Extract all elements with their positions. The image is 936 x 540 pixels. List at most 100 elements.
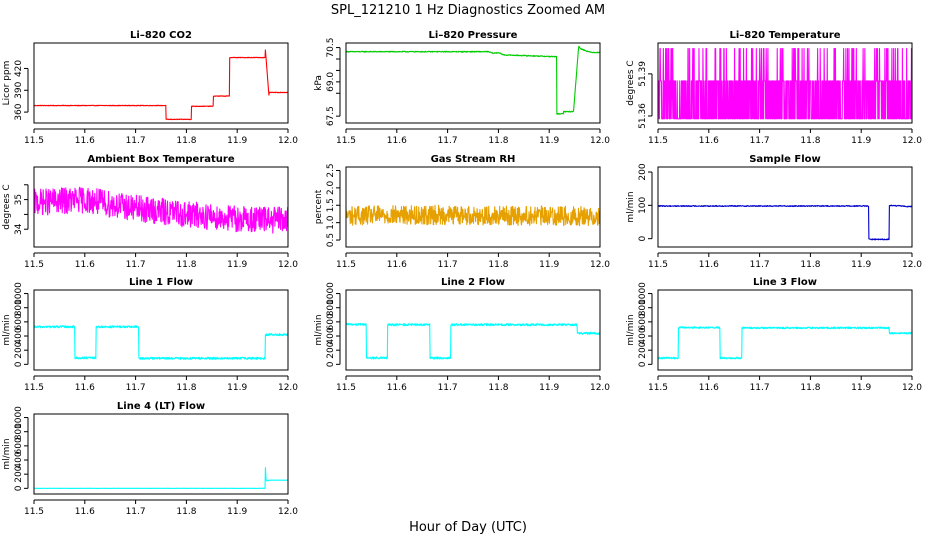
y-tick-label: 400: [14, 327, 24, 344]
x-tick-label: 11.9: [539, 383, 559, 393]
plot-frame: [33, 289, 289, 371]
x-tick-label: 11.9: [851, 260, 871, 270]
x-tick-label: 11.7: [126, 260, 146, 270]
x-tick-label: 11.7: [126, 507, 146, 517]
y-tick-label: 390: [14, 81, 24, 98]
x-tick-label: 11.5: [336, 383, 356, 393]
x-tick-label: 11.6: [699, 136, 719, 146]
y-tick-label: 600: [14, 437, 24, 454]
x-tick-label: 11.6: [75, 260, 95, 270]
y-tick-label: 400: [326, 327, 336, 344]
panel-title: Line 1 Flow: [129, 277, 193, 288]
x-tick-label: 11.8: [176, 507, 196, 517]
x-tick-label: 11.9: [227, 383, 247, 393]
y-axis-label: degrees C: [2, 184, 12, 229]
x-tick-label: 11.5: [24, 507, 44, 517]
series: [346, 45, 600, 115]
y-tick-label: 800: [326, 299, 336, 316]
series: [34, 467, 288, 490]
x-tick-label: 11.8: [800, 383, 820, 393]
x-tick-label: 11.6: [75, 507, 95, 517]
y-tick-label: 200: [14, 341, 24, 358]
x-tick-label: 11.9: [539, 260, 559, 270]
series-line: [34, 467, 288, 490]
panel-title: Gas Stream RH: [431, 154, 516, 165]
x-tick-label: 11.9: [539, 136, 559, 146]
panel-title: Li–820 Temperature: [729, 30, 840, 41]
panel-4: Ambient Box Temperature 11.5 11.6 11.7 11.8 1…: [2, 154, 298, 270]
y-axis-label: degrees C: [626, 60, 636, 105]
series-line: [34, 186, 288, 234]
y-axis-label: ml/min: [2, 438, 12, 469]
x-tick-label: 11.9: [227, 260, 247, 270]
x-tick-label: 12.0: [278, 136, 298, 146]
x-tick-label: 11.6: [75, 136, 95, 146]
x-tick-label: 11.7: [126, 136, 146, 146]
x-tick-label: 12.0: [902, 383, 922, 393]
panel-7: Line 1 Flow 11.5 11.6 11.7 11.8 11.9 12.0 0 2004…: [2, 277, 298, 393]
y-tick-label: 2.0: [326, 180, 336, 195]
x-tick-label: 11.5: [24, 136, 44, 146]
series: [346, 322, 600, 360]
y-tick-label: 0.5: [326, 233, 336, 247]
y-tick-label: 200: [326, 341, 336, 358]
x-tick-label: 11.8: [488, 260, 508, 270]
x-tick-label: 11.7: [750, 260, 770, 270]
x-tick-label: 11.5: [336, 260, 356, 270]
y-tick-label: 70.5: [326, 38, 336, 58]
y-tick-label: 100: [638, 196, 648, 213]
series-line: [658, 204, 912, 241]
y-tick-label: 600: [326, 313, 336, 330]
y-axis-label: ml/min: [626, 314, 636, 345]
plot-frame: [345, 166, 601, 248]
x-tick-label: 11.6: [699, 383, 719, 393]
panel-10: Line 4 (LT) Flow 11.5 11.6 11.7 11.8 11.9 12.0…: [2, 401, 298, 517]
panel-title: Li–820 Pressure: [429, 30, 518, 41]
plot-frame: [657, 289, 913, 371]
y-tick-label: 0: [14, 361, 24, 367]
y-tick-label: 0: [326, 361, 336, 367]
x-tick-label: 12.0: [902, 136, 922, 146]
y-tick-label: 400: [638, 327, 648, 344]
plot-frame: [33, 413, 289, 495]
x-tick-label: 12.0: [278, 260, 298, 270]
x-tick-label: 11.8: [488, 383, 508, 393]
x-tick-label: 11.5: [648, 383, 668, 393]
y-tick-label: 51.36: [638, 103, 648, 129]
y-axis-label: percent: [314, 189, 324, 224]
series-line: [346, 204, 600, 227]
series-line: [34, 325, 288, 360]
x-tick-label: 12.0: [590, 136, 610, 146]
panel-grid: Li–820 CO2 11.5 11.6 11.7 11.8 11.9 12.0 360 390…: [2, 30, 922, 517]
x-tick-label: 12.0: [902, 260, 922, 270]
y-tick-label: 400: [14, 451, 24, 468]
y-tick-label: 0: [14, 485, 24, 491]
panel-6: Sample Flow 11.5 11.6 11.7 11.8 11.9 12.0 0 100 2…: [626, 154, 922, 270]
plot-frame: [657, 166, 913, 248]
x-tick-label: 11.6: [387, 260, 407, 270]
figure-xlabel: Hour of Day (UTC): [409, 520, 527, 535]
x-tick-label: 11.7: [438, 136, 458, 146]
panel-9: Line 3 Flow 11.5 11.6 11.7 11.8 11.9 12.0 0 2004…: [626, 277, 922, 393]
plot-frame: [657, 42, 913, 124]
series: [34, 186, 288, 234]
x-tick-label: 12.0: [590, 383, 610, 393]
panel-8: Line 2 Flow 11.5 11.6 11.7 11.8 11.9 12.0 0 2004…: [314, 277, 610, 393]
y-tick-label: 200: [14, 465, 24, 482]
panel-2: Li–820 Pressure 11.5 11.6 11.7 11.8 11.9 12.0 6…: [314, 30, 610, 146]
x-tick-label: 11.5: [24, 383, 44, 393]
x-tick-label: 11.7: [126, 383, 146, 393]
y-tick-label: 800: [638, 299, 648, 316]
y-tick-label: 360: [14, 103, 24, 120]
x-tick-label: 11.7: [750, 383, 770, 393]
panel-3: Li–820 Temperature 11.5 11.6 11.7 11.8 11.9 12…: [626, 30, 922, 146]
y-tick-label: 69.0: [326, 72, 336, 92]
y-tick-label: 34: [14, 223, 24, 235]
y-tick-label: 800: [14, 299, 24, 316]
x-tick-label: 11.5: [648, 136, 668, 146]
x-tick-label: 11.5: [648, 260, 668, 270]
x-tick-label: 11.7: [438, 383, 458, 393]
y-tick-label: 0: [638, 236, 648, 242]
plot-frame: [33, 166, 289, 248]
